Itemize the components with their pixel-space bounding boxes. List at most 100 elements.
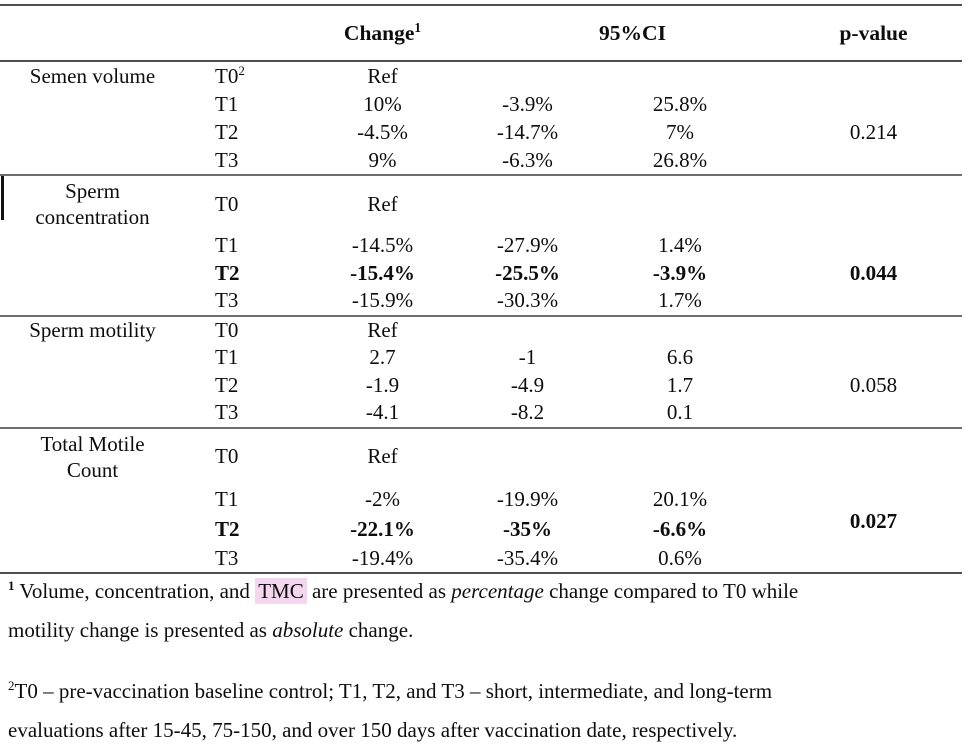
section-divider-rule [0, 426, 962, 429]
section-divider-rule [0, 314, 962, 317]
change-cell: -2% [365, 487, 400, 511]
parameter-label: Sperm concentration [0, 178, 185, 230]
change-cell: -19.4% [351, 545, 414, 570]
table-row: T1 2.7 -1 6.6 [0, 344, 962, 372]
table-row: Sperm concentration T0 Ref [0, 176, 962, 232]
table-top-rule [0, 4, 962, 6]
ci-lower-cell: -30.3% [496, 288, 559, 313]
ci-lower-cell: -25.5% [495, 260, 560, 285]
section-divider-rule [0, 174, 962, 176]
pvalue-cell: 0.027 [849, 509, 898, 533]
change-cell: -1.9 [365, 372, 400, 397]
change-cell: -4.1 [365, 400, 400, 425]
footnote-1-line2: motility change is presented as absolute… [8, 611, 958, 650]
ci-upper-cell: 25.8% [652, 91, 708, 116]
pvalue-cell: 0.058 [849, 372, 898, 397]
change-cell: Ref [367, 63, 398, 88]
ci-upper-cell: 6.6 [666, 345, 694, 370]
table-row: T3 -19.4% -35.4% 0.6% [0, 545, 962, 573]
table-row: Sperm motility T0 Ref [0, 317, 962, 345]
change-cell: 2.7 [369, 345, 396, 370]
table-footnotes: 1 Volume, concentration, and TMC are pre… [8, 572, 958, 750]
ci-upper-cell: 1.7 [666, 372, 694, 397]
table-row: T2 -4.5% -14.7% 7% 0.214 [0, 118, 962, 146]
ci-upper-cell: 26.8% [652, 147, 708, 172]
table-row: T2 -1.9 -4.9 1.7 0.058 [0, 372, 962, 400]
timepoint-cell: T3 [215, 288, 239, 313]
table-row: Total Motile Count T0 Ref [0, 429, 962, 485]
footnote-1-line1: 1 Volume, concentration, and TMC are pre… [8, 572, 958, 611]
table-row: T3 -4.1 -8.2 0.1 [0, 399, 962, 427]
ci-upper-cell: 7% [666, 119, 694, 144]
footnote-1: 1 Volume, concentration, and TMC are pre… [8, 572, 958, 650]
footnote-1-text: change. [343, 618, 414, 642]
parameter-label-line1: Sperm [65, 179, 120, 203]
table-row: T3 -15.9% -30.3% 1.7% [0, 287, 962, 315]
footnote-1-text: are presented as [306, 579, 452, 603]
parameter-label: Total Motile Count [0, 431, 185, 483]
ci-lower-cell: -14.7% [496, 119, 559, 144]
header-change: Change1 [285, 19, 480, 46]
timepoint-cell: T1 [215, 233, 239, 258]
footnote-1-text: Volume, concentration, and [14, 579, 256, 603]
header-ci: 95%CI [599, 20, 666, 45]
pvalue-cell: 0.214 [849, 119, 898, 144]
timepoint-cell: T02 [185, 62, 285, 89]
ci-lower-cell: -35% [503, 517, 552, 541]
timepoint-cell: T2 [215, 260, 240, 285]
change-cell: -15.9% [351, 288, 414, 313]
table-row: T1 -14.5% -27.9% 1.4% [0, 232, 962, 260]
table-row: Semen volume T02 Ref [0, 62, 962, 90]
parameter-label: Sperm motility [29, 318, 156, 343]
section-semen-volume: Semen volume T02 Ref T1 10% -3.9% 25.8% … [0, 62, 962, 174]
change-cell: 9% [368, 147, 397, 172]
change-cell: -4.5% [357, 119, 408, 144]
header-change-label: Change [343, 20, 415, 45]
table-row-significant: T2 -15.4% -25.5% -3.9% 0.044 [0, 260, 962, 288]
timepoint-footnote-marker: 2 [238, 62, 245, 78]
ci-upper-cell: -6.6% [652, 517, 708, 541]
timepoint-cell: T3 [215, 400, 239, 425]
parameter-label-line2: concentration [35, 205, 150, 229]
footnote-1-text: motility change is presented as [8, 618, 273, 642]
table-header-row: Change1 95%CI p-value [0, 6, 962, 60]
ci-lower-cell: -27.9% [496, 233, 559, 258]
table-row: T1 -2% -19.9% 20.1% [0, 485, 962, 515]
footnote-1-marker: 1 [8, 578, 15, 593]
timepoint-cell: T1 [215, 91, 239, 116]
ci-lower-cell: -6.3% [502, 147, 553, 172]
timepoint-cell: T2 [215, 372, 239, 397]
italic-term: absolute [272, 618, 344, 642]
ci-lower-cell: -19.9% [496, 487, 559, 511]
margin-change-bar [1, 176, 4, 220]
parameter-label: Semen volume [29, 64, 156, 88]
header-change-footnote-marker: 1 [414, 19, 422, 35]
italic-term: percentage [451, 579, 544, 603]
timepoint-cell: T2 [215, 517, 240, 541]
pvalue-cell: 0.044 [849, 260, 898, 285]
change-cell: Ref [367, 191, 398, 216]
change-cell: -14.5% [351, 233, 414, 258]
footnote-2-text: T0 – pre-vaccination baseline control; T… [14, 679, 773, 703]
ci-lower-cell: -4.9 [510, 372, 545, 397]
header-bottom-rule [0, 60, 962, 62]
section-sperm-motility: Sperm motility T0 Ref T1 2.7 -1 6.6 T2 -… [0, 317, 962, 427]
timepoint-cell: T3 [215, 147, 239, 172]
footnote-2-marker: 2 [8, 678, 15, 693]
timepoint-cell: T0 [215, 191, 239, 216]
change-cell: -15.4% [350, 260, 415, 285]
footnote-2-line1: 2T0 – pre-vaccination baseline control; … [8, 672, 958, 711]
ci-lower-cell: -35.4% [496, 545, 559, 570]
timepoint-cell: T0 [215, 317, 239, 342]
timepoint-label: T0 [215, 63, 239, 88]
ci-lower-cell: -3.9% [502, 91, 553, 116]
section-total-motile-count: Total Motile Count T0 Ref T1 -2% -19.9% 2… [0, 429, 962, 573]
table-row: T3 9% -6.3% 26.8% [0, 146, 962, 174]
ci-upper-cell: 0.6% [658, 545, 702, 570]
ci-lower-cell: -1 [518, 345, 537, 370]
change-cell: Ref [367, 444, 398, 468]
table-row: T1 10% -3.9% 25.8% [0, 90, 962, 118]
table-row-significant: T2 -22.1% -35% -6.6% 0.027 [0, 509, 962, 545]
section-sperm-concentration: Sperm concentration T0 Ref T1 -14.5% -27.… [0, 176, 962, 315]
